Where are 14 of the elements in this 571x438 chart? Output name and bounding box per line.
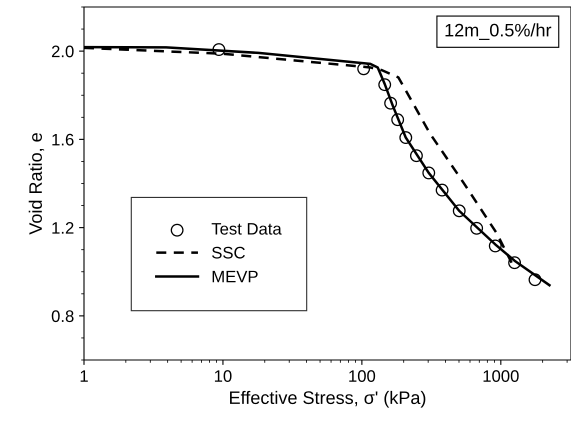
legend-label: Test Data [212, 223, 282, 235]
x-axis-title: Effective Stress, σ' (kPa) [230, 390, 426, 408]
x-tick-label: 1 [80, 370, 88, 382]
y-axis-title: Void Ratio, e [28, 133, 44, 235]
y-tick-label: 2.0 [52, 46, 74, 58]
x-tick-label: 100 [349, 370, 376, 382]
x-tick-label: 1000 [484, 370, 519, 382]
annotation: 12m_0.5%/hr [446, 23, 552, 40]
y-tick-label: 1.6 [52, 134, 74, 146]
legend-label: SSC [212, 246, 245, 259]
y-tick-label: 0.8 [52, 310, 74, 322]
legend-label: MEVP [212, 270, 258, 282]
x-tick-label: 10 [214, 370, 232, 382]
y-tick-label: 1.2 [52, 222, 74, 234]
